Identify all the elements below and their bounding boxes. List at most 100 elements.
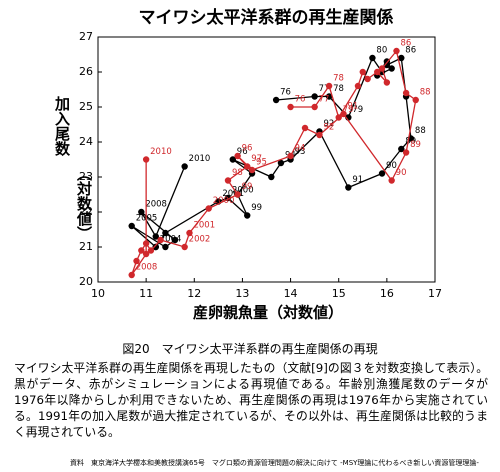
data-point	[142, 156, 150, 163]
data-point	[152, 243, 159, 251]
data-point	[383, 79, 391, 86]
x-axis-label: 産卵親魚量（対数値）	[193, 304, 343, 322]
data-point	[402, 89, 410, 97]
data-point	[234, 191, 241, 198]
point-label: 79	[352, 105, 363, 115]
data-point	[378, 170, 386, 177]
data-point	[229, 156, 236, 163]
point-label: 98	[232, 168, 243, 178]
point-label: 89	[410, 140, 421, 150]
point-label: 2001	[222, 189, 244, 199]
point-label: 77	[319, 95, 330, 105]
data-point	[268, 173, 275, 181]
data-point	[325, 93, 333, 100]
data-point	[374, 68, 381, 76]
data-point	[325, 82, 333, 90]
data-point	[128, 271, 135, 279]
point-label: 88	[420, 88, 431, 98]
data-point	[181, 163, 188, 170]
point-label: 2010	[189, 154, 211, 164]
x-tick-label: 15	[332, 287, 346, 300]
data-point	[393, 47, 400, 55]
point-label: 2010	[150, 147, 172, 157]
data-point	[138, 208, 145, 216]
y-tick-label: 20	[79, 275, 93, 288]
data-point	[128, 222, 135, 230]
point-label: 92	[323, 123, 334, 133]
point-label: 76	[280, 88, 291, 98]
point-label: 96	[242, 144, 253, 154]
point-label: 88	[415, 126, 426, 136]
y-axis-label: 加入尾数	[53, 96, 71, 157]
data-point	[402, 149, 410, 156]
point-label: 90	[396, 168, 407, 178]
point-label: 95	[256, 158, 267, 168]
x-tick-label: 14	[284, 287, 298, 300]
y-tick-label: 25	[79, 100, 93, 113]
y-tick-label: 23	[79, 170, 93, 183]
data-point	[186, 229, 193, 237]
chart: マイワシ太平洋系群の再生産関係 産卵親魚量（対数値） 加入尾数 （対数値） 10…	[53, 7, 442, 322]
data-point	[388, 65, 395, 72]
point-label: 78	[333, 84, 344, 94]
point-label: 2000	[232, 186, 254, 196]
data-point	[224, 177, 232, 184]
data-point	[152, 233, 159, 240]
data-point	[138, 247, 145, 254]
data-point	[335, 114, 342, 121]
data-point	[383, 61, 391, 69]
point-label: 2002	[189, 235, 211, 245]
point-label: 91	[348, 102, 359, 112]
point-label: 99	[242, 182, 253, 192]
data-point	[345, 184, 352, 191]
data-point	[287, 103, 294, 111]
point-label: 86	[400, 39, 411, 49]
point-label: 2000	[213, 196, 235, 206]
point-label: 99	[251, 203, 262, 213]
point-label: 78	[333, 74, 344, 84]
data-point	[205, 205, 212, 212]
x-tick-label: 13	[235, 287, 249, 300]
point-label: 94	[295, 144, 306, 154]
data-point	[244, 163, 251, 170]
point-label: 91	[352, 175, 363, 185]
data-point	[301, 124, 309, 132]
series-line	[131, 56, 412, 248]
data-point	[388, 177, 395, 184]
x-tick-label: 16	[380, 287, 394, 300]
data-point	[398, 145, 405, 153]
data-point	[340, 110, 347, 118]
point-label: 86	[405, 46, 416, 56]
y-tick-label: 26	[79, 65, 93, 78]
caption: 図20 マイワシ太平洋系群の再生産関係の再現	[122, 342, 378, 356]
point-label: 96	[237, 147, 248, 157]
data-point	[142, 250, 150, 258]
data-point	[287, 152, 294, 160]
data-point	[378, 65, 386, 72]
point-label: 89	[405, 137, 416, 147]
y-tick-label: 24	[79, 135, 93, 148]
point-label: 92	[323, 119, 334, 129]
y-tick-label: 21	[79, 240, 93, 253]
data-point	[359, 68, 366, 76]
data-point	[369, 54, 376, 62]
data-point	[311, 93, 318, 100]
data-point	[147, 247, 155, 254]
data-point	[142, 240, 150, 247]
source: 資料 東京海洋大学櫻本和美教授講演65号 マグロ類の資源管理問題の解決に向けて …	[70, 459, 479, 467]
data-point	[234, 152, 241, 160]
x-tick-label: 12	[187, 287, 201, 300]
point-label: 2001	[193, 221, 215, 231]
data-point	[316, 131, 323, 139]
x-tick-label: 10	[91, 287, 105, 300]
data-point	[272, 96, 280, 104]
data-point	[181, 243, 188, 251]
data-point	[277, 159, 285, 167]
data-point	[364, 75, 371, 83]
y-tick-label: 22	[79, 205, 93, 218]
y-tick-label: 27	[79, 30, 93, 43]
point-label: 2008	[145, 200, 167, 210]
point-label: 90	[386, 161, 397, 171]
data-point	[248, 166, 256, 174]
